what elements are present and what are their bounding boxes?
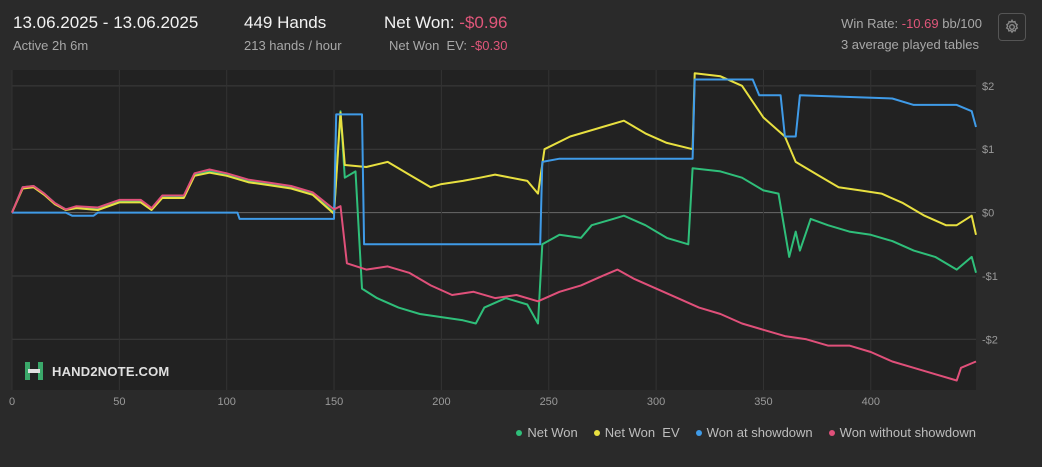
gear-icon <box>1005 19 1019 34</box>
net-won: Net Won: -$0.96 <box>384 13 507 33</box>
net-won-label: Net Won: <box>384 13 460 32</box>
legend-item[interactable]: Net Won <box>516 425 578 440</box>
legend-dot-icon <box>828 429 835 436</box>
legend-label: Won at showdown <box>706 425 813 440</box>
legend-item[interactable]: Won at showdown <box>695 425 813 440</box>
legend-label: Won without showdown <box>839 425 976 440</box>
y-tick-label: $0 <box>982 208 994 220</box>
series-line-won-without-showdown <box>11 168 977 382</box>
x-tick-label: 350 <box>754 396 772 408</box>
x-tick-label: 200 <box>432 396 450 408</box>
legend-label: Net Won <box>527 425 578 440</box>
settings-button[interactable] <box>998 13 1026 41</box>
hand2note-logo: HAND2NOTE.COM <box>23 360 169 382</box>
legend-item[interactable]: Won without showdown <box>828 425 976 440</box>
h2n-logo-icon <box>25 362 43 380</box>
x-tick-label: 100 <box>218 396 236 408</box>
y-tick-label: -$1 <box>982 271 998 283</box>
y-tick-label: $1 <box>982 144 994 156</box>
series-line-won-at-showdown <box>12 78 977 246</box>
header: 13.06.2025 - 13.06.2025 Active 2h 6m 449… <box>0 0 1042 64</box>
win-rate-value: -10.69 <box>901 16 939 31</box>
average-tables: 3 average played tables <box>840 37 979 52</box>
hands-count: 449 Hands <box>244 13 327 32</box>
win-rate-label: Win Rate: <box>841 16 902 31</box>
legend-label: Net Won EV <box>604 425 680 440</box>
plot-area <box>12 70 976 390</box>
net-won-ev-value: -$0.30 <box>470 38 508 53</box>
win-rate: Win Rate: -10.69 bb/100 <box>841 16 982 31</box>
x-tick-label: 150 <box>325 396 343 408</box>
y-tick-label: -$2 <box>982 334 998 346</box>
legend-dot-icon <box>695 429 702 436</box>
x-tick-label: 250 <box>540 396 558 408</box>
win-rate-unit: bb/100 <box>938 16 982 31</box>
date-range: 13.06.2025 - 13.06.2025 <box>13 13 199 32</box>
net-won-ev-label: Net Won EV: <box>389 38 471 53</box>
legend-item[interactable]: Net Won EV <box>593 425 680 440</box>
x-tick-label: 300 <box>647 396 665 408</box>
net-won-ev: Net Won EV: -$0.30 <box>389 38 508 53</box>
logo-text: HAND2NOTE.COM <box>52 363 170 379</box>
legend-dot-icon <box>516 429 523 436</box>
y-tick-label: $2 <box>982 81 994 93</box>
x-tick-label: 0 <box>9 396 15 408</box>
series-line-net-won-ev <box>11 72 977 236</box>
x-tick-label: 400 <box>862 396 880 408</box>
net-won-chart: $2 $1 $0 -$1 -$2 0 50 100 150 200 250 300 350 400 <box>9 70 998 408</box>
active-time: Active 2h 6m <box>13 38 89 53</box>
x-tick-label: 50 <box>113 396 125 408</box>
legend-dot-icon <box>593 429 600 436</box>
hands-per-hour: 213 hands / hour <box>244 38 342 53</box>
net-won-value: -$0.96 <box>459 13 508 32</box>
chart-legend: Net Won Net Won EV Won at showdown Won with… <box>516 425 976 440</box>
